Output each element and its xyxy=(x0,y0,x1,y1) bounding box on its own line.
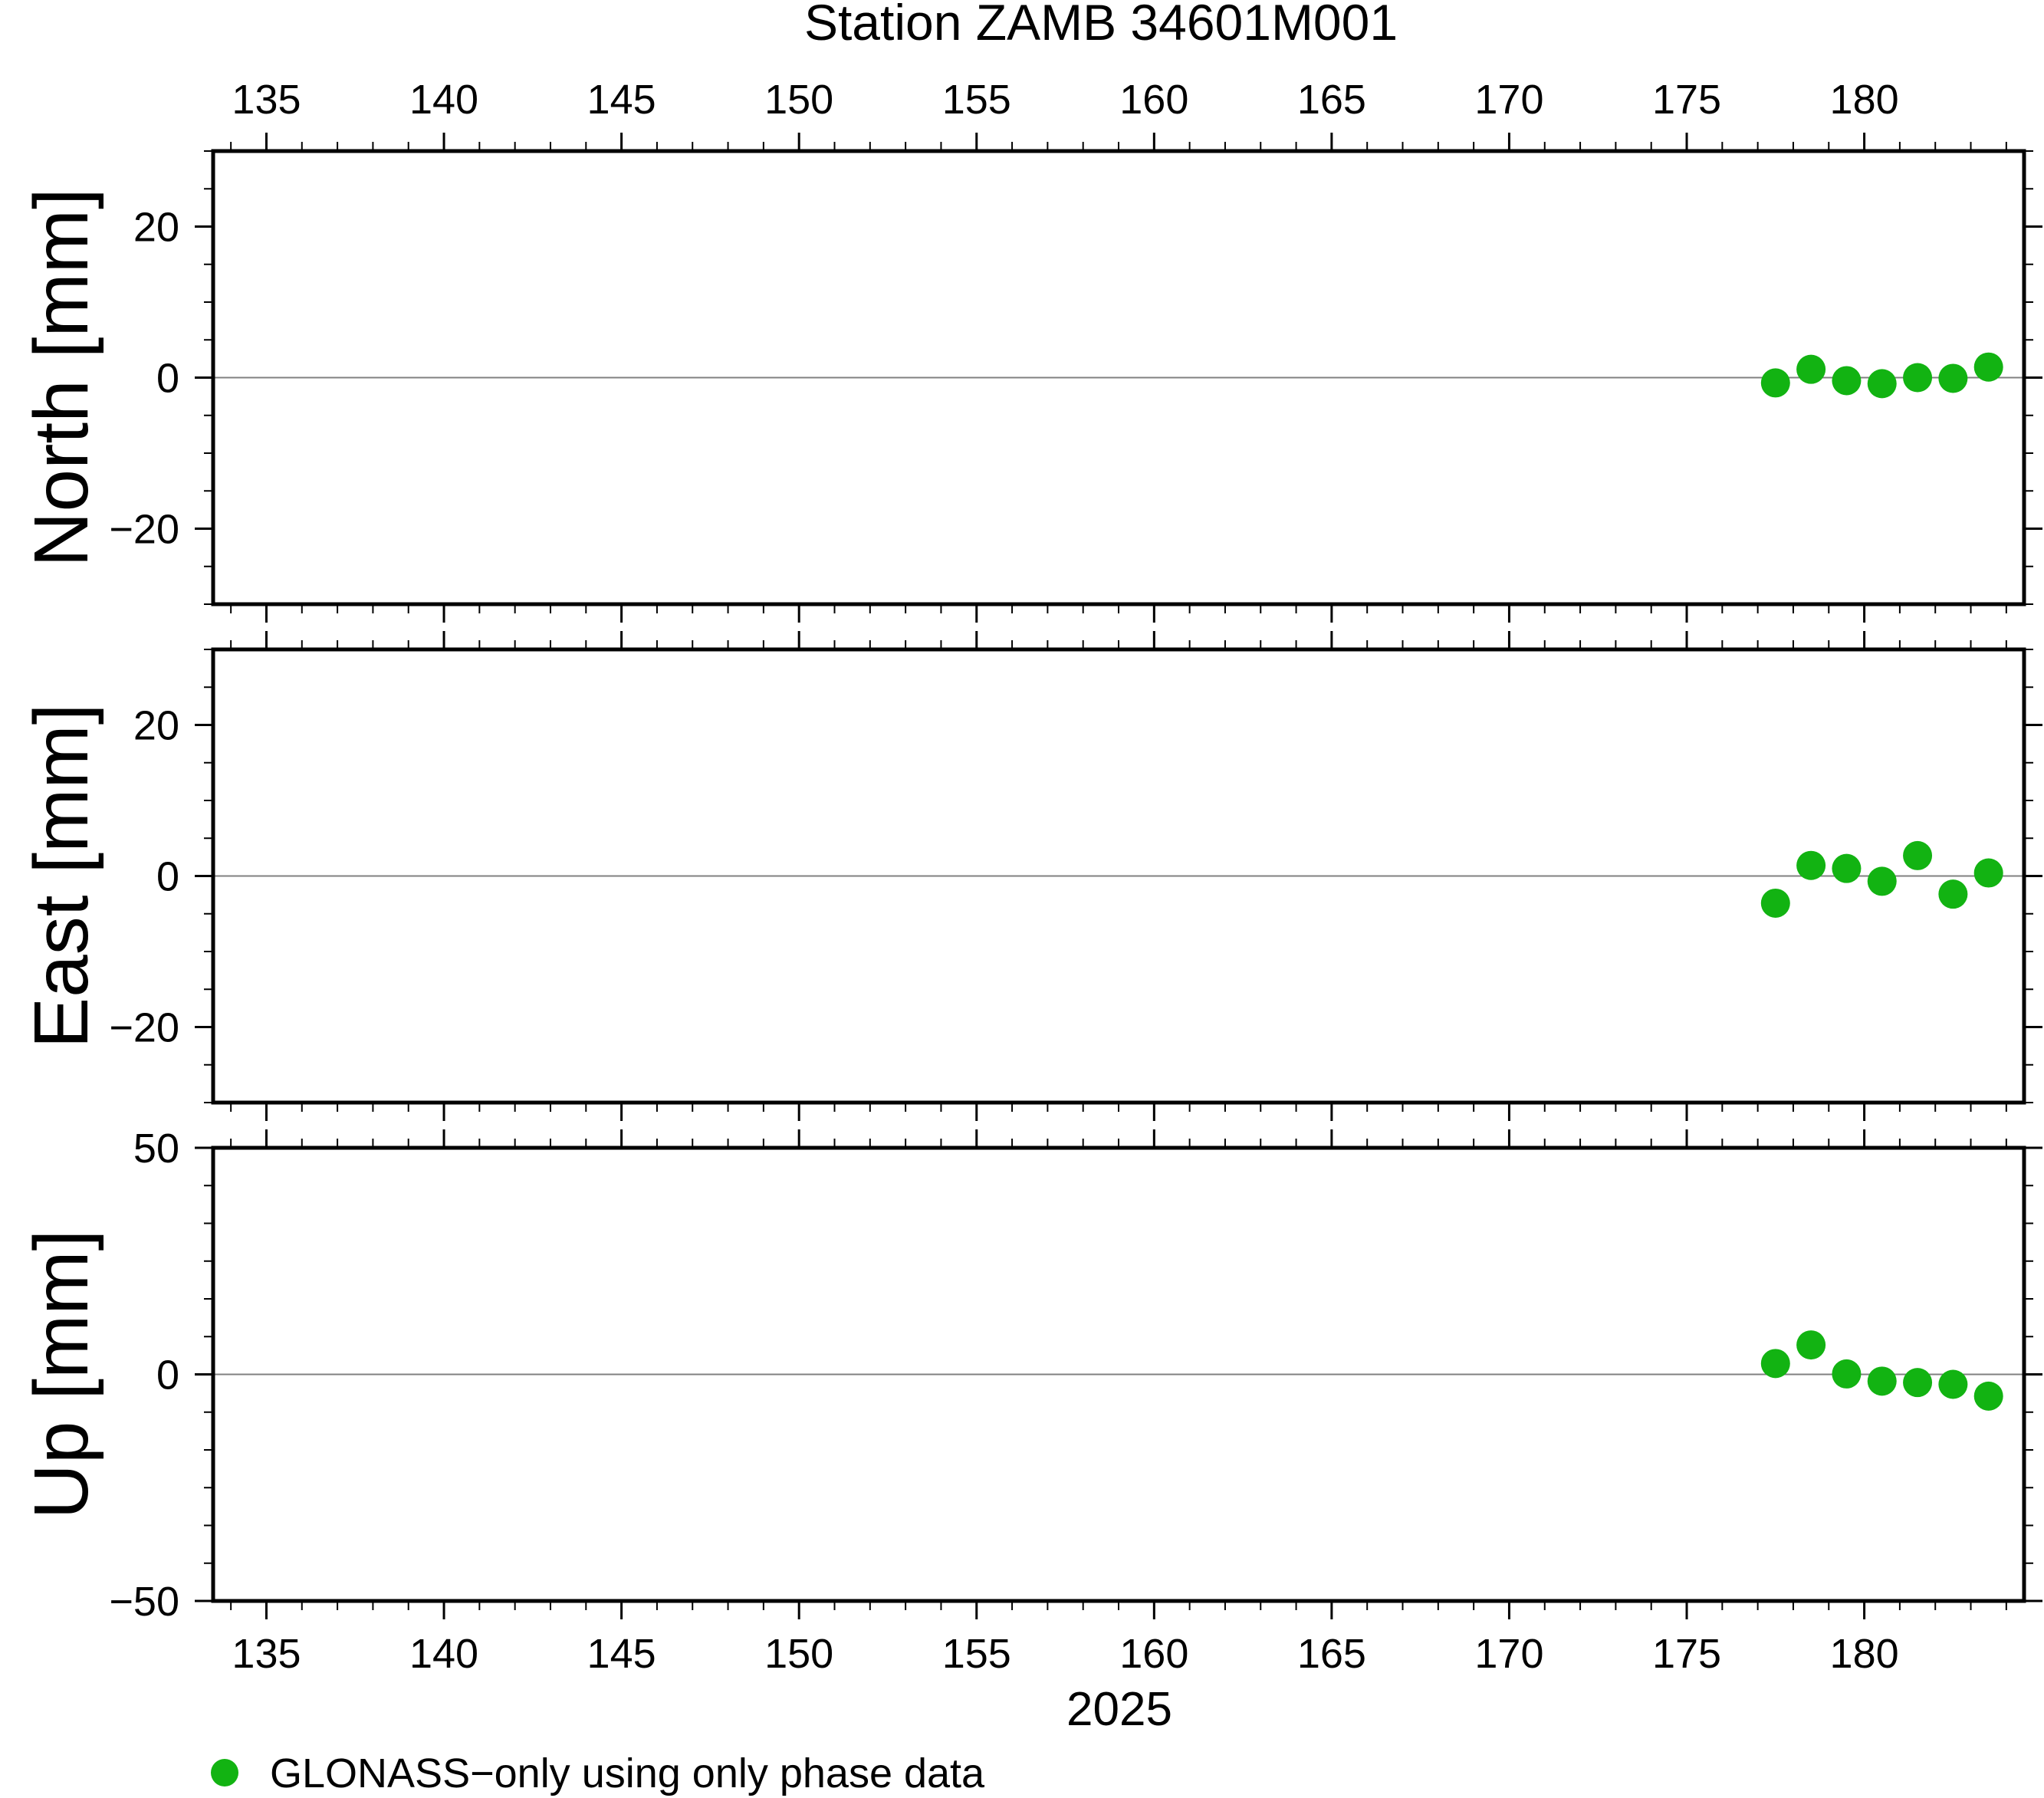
panel-3: −50 0 50 Up [mm] xyxy=(18,1126,2042,1625)
data-point xyxy=(1903,363,1933,393)
data-point xyxy=(1832,853,1862,883)
x-tick-label: 165 xyxy=(1297,77,1366,123)
data-point xyxy=(1867,369,1897,399)
data-point xyxy=(1973,858,2003,888)
x-tick-label: 140 xyxy=(409,77,478,123)
y-tick-label: 0 xyxy=(156,854,179,900)
x-tick-label: 170 xyxy=(1474,77,1543,123)
x-tick-label: 165 xyxy=(1297,1631,1366,1677)
data-point xyxy=(1903,1368,1933,1398)
data-point xyxy=(1832,366,1862,396)
y-tick-label: −50 xyxy=(109,1579,179,1625)
x-tick-label: 135 xyxy=(232,77,301,123)
x-tick-label: 180 xyxy=(1830,77,1899,123)
y-tick-label: 0 xyxy=(156,356,179,402)
x-tick-label: 150 xyxy=(764,77,833,123)
data-point xyxy=(1867,1366,1897,1396)
panel-2: −20 0 20 East [mm] xyxy=(18,631,2042,1121)
x-tick-label: 160 xyxy=(1119,77,1188,123)
panel-frame xyxy=(211,647,2026,1105)
data-point xyxy=(1760,368,1790,398)
x-tick-label: 180 xyxy=(1830,1631,1899,1677)
y-tick-label: 0 xyxy=(156,1353,179,1399)
data-point xyxy=(1973,1381,2003,1411)
x-axis-label: 2025 xyxy=(1066,1683,1172,1736)
data-point xyxy=(1796,850,1826,880)
y-axis-label: North [mm] xyxy=(18,188,104,567)
y-tick-label: 20 xyxy=(133,205,179,251)
data-point xyxy=(1760,888,1790,918)
data-point xyxy=(1796,1330,1826,1360)
x-tick-label: 155 xyxy=(942,1631,1011,1677)
top-x-axis: 135 140 145 150 155 160 165 170 175 180 xyxy=(230,77,2007,151)
x-tick-label: 140 xyxy=(409,1631,478,1677)
x-tick-label: 145 xyxy=(587,77,656,123)
y-axis-label: Up [mm] xyxy=(18,1230,104,1520)
data-point xyxy=(1867,866,1897,896)
x-tick-label: 160 xyxy=(1119,1631,1188,1677)
x-tick-label: 150 xyxy=(764,1631,833,1677)
x-tick-label: 155 xyxy=(942,77,1011,123)
x-tick-label: 175 xyxy=(1652,77,1721,123)
x-tick-label: 135 xyxy=(232,1631,301,1677)
data-point xyxy=(1832,1359,1862,1389)
x-tick-label: 145 xyxy=(587,1631,656,1677)
x-tick-label: 175 xyxy=(1652,1631,1721,1677)
x-tick-label: 170 xyxy=(1474,1631,1543,1677)
y-axis-label: East [mm] xyxy=(18,703,104,1048)
chart-title: Station ZAMB 34601M001 xyxy=(804,0,1398,51)
data-point xyxy=(1796,354,1826,384)
data-point xyxy=(1938,879,1968,909)
y-tick-label: 50 xyxy=(133,1126,179,1172)
data-point xyxy=(1938,363,1968,393)
data-point xyxy=(1760,1349,1790,1379)
legend-label: GLONASS−only using only phase data xyxy=(270,1750,985,1796)
y-tick-label: −20 xyxy=(109,1005,179,1051)
bottom-x-axis: 135 140 145 150 155 160 165 170 175 180 xyxy=(230,1601,2007,1677)
legend-marker xyxy=(211,1759,238,1786)
data-point xyxy=(1903,840,1933,870)
y-tick-label: 20 xyxy=(133,703,179,749)
data-point xyxy=(1973,352,2003,382)
data-point xyxy=(1938,1369,1968,1399)
legend: GLONASS−only using only phase data xyxy=(211,1750,985,1796)
y-tick-label: −20 xyxy=(109,507,179,553)
